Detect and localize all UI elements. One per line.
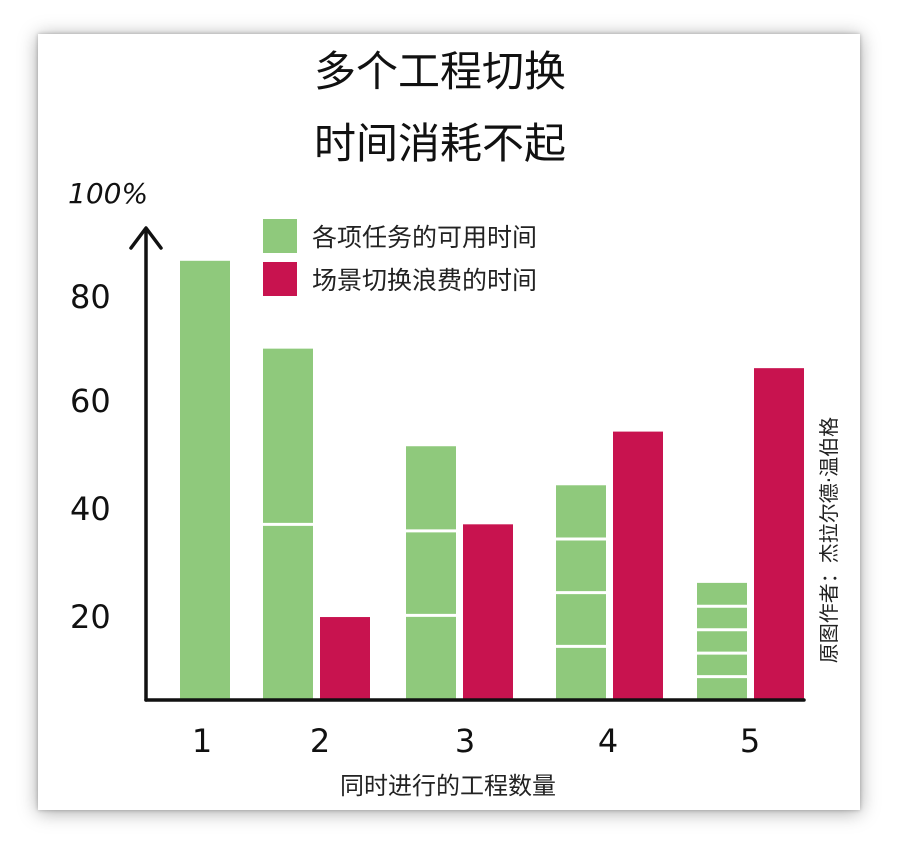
- x-tick-label-4: 4: [598, 722, 618, 760]
- x-tick-label-1: 1: [192, 722, 212, 760]
- bar-available-1: [180, 260, 230, 700]
- legend-swatch-switching: [263, 262, 297, 296]
- bars-group: [180, 260, 804, 700]
- x-axis-label: 同时进行的工程数量: [340, 772, 556, 800]
- x-tick-label-2: 2: [310, 722, 330, 760]
- bar-switching-2: [320, 617, 370, 700]
- credit-text: 原图作者：杰拉尔德·温伯格: [817, 417, 841, 663]
- y-tick-label-40: 40: [70, 490, 111, 528]
- y-axis-arrowhead: [129, 226, 163, 250]
- bar-available-5: [697, 582, 747, 700]
- x-tick-label-5: 5: [740, 722, 760, 760]
- y-tick-label-60: 60: [70, 382, 111, 420]
- legend-swatch-available: [263, 219, 297, 253]
- y-ticks-group: 20 40 60 80 100%: [68, 177, 148, 636]
- y-tick-label-80: 80: [70, 278, 111, 316]
- legend-label-switching: 场景切换浪费的时间: [312, 266, 537, 295]
- y-tick-label-100: 100%: [68, 177, 148, 210]
- bar-switching-3: [463, 524, 513, 700]
- chart-title-line1: 多个工程切换: [314, 47, 566, 96]
- y-tick-label-20: 20: [70, 598, 111, 636]
- bar-available-3: [406, 446, 456, 700]
- chart-title-line2: 时间消耗不起: [314, 119, 566, 168]
- x-tick-label-3: 3: [455, 722, 475, 760]
- bar-switching-5: [754, 368, 804, 700]
- x-ticks-group: 1 2 3 4 5: [192, 722, 760, 760]
- legend-label-available: 各项任务的可用时间: [312, 223, 537, 252]
- bar-switching-4: [613, 431, 663, 700]
